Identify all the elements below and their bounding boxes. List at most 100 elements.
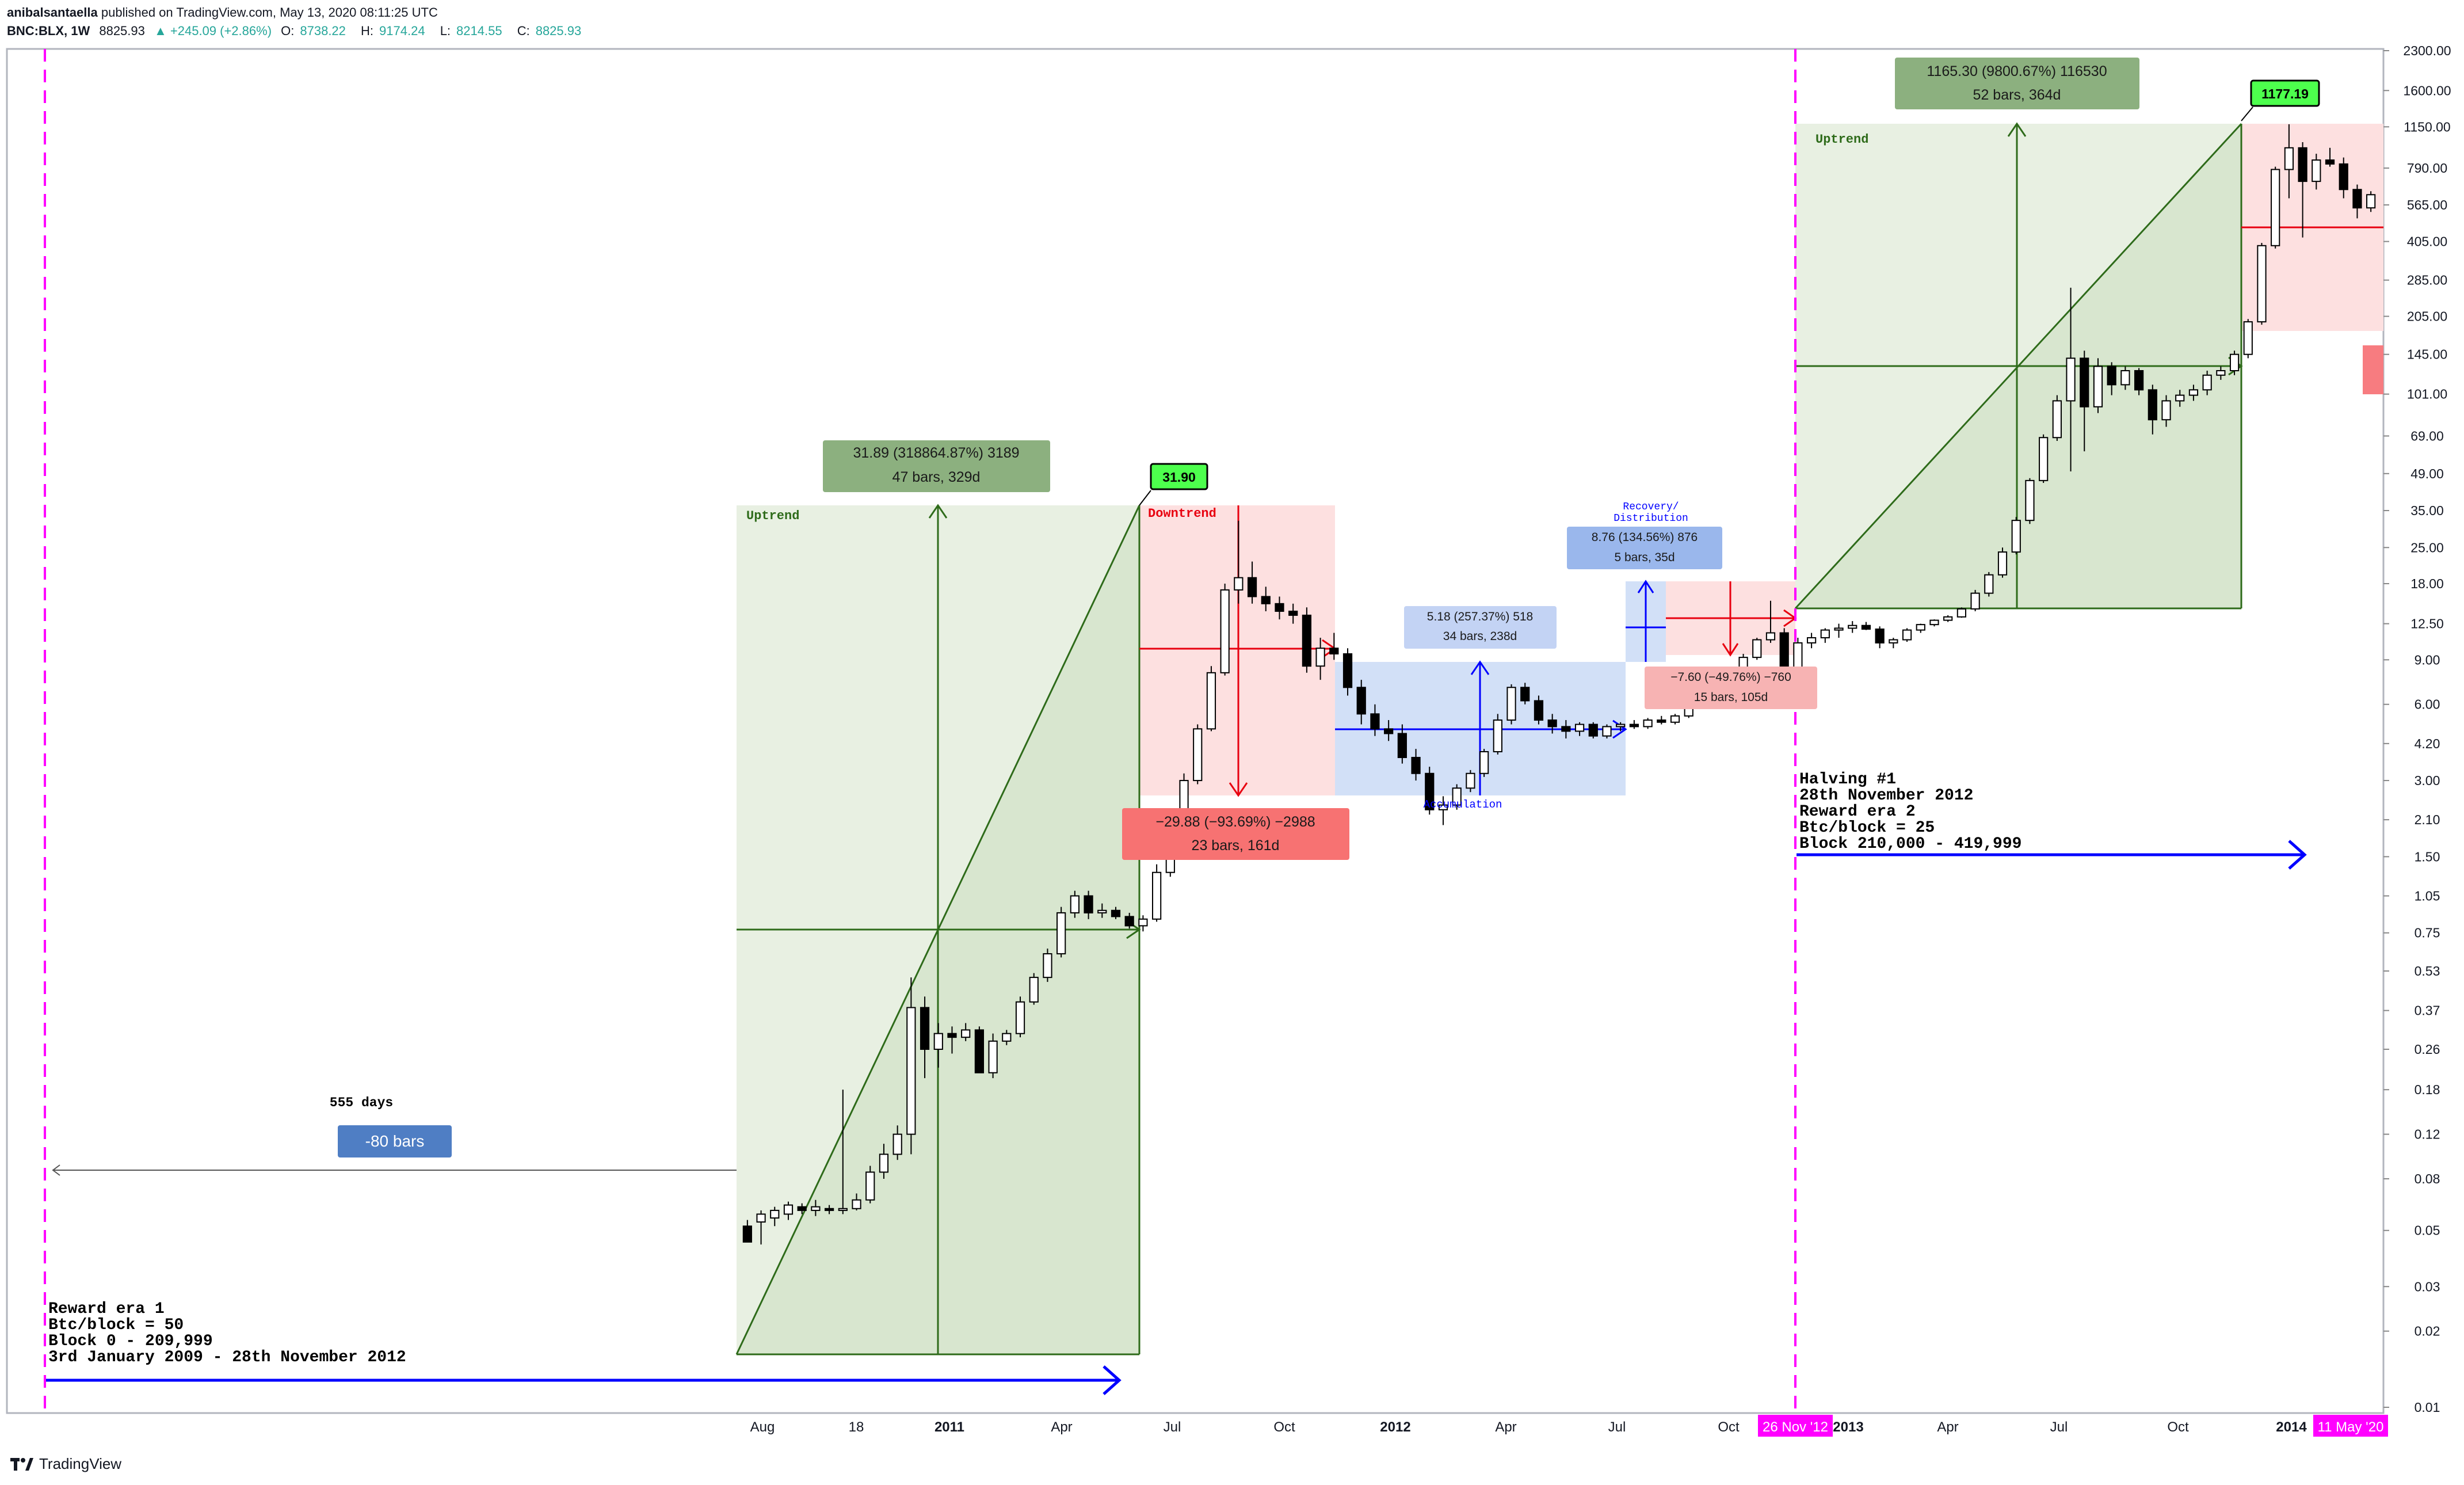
price-tick-label: 12.50 bbox=[2410, 616, 2444, 631]
candle bbox=[2025, 478, 2035, 524]
candle bbox=[1329, 633, 1339, 660]
chart-header: anibalsantaella published on TradingView… bbox=[7, 3, 593, 40]
price-tick-label: 0.12 bbox=[2415, 1127, 2440, 1142]
candle bbox=[797, 1203, 807, 1214]
time-tick-label: 11 May '20 bbox=[2318, 1419, 2384, 1435]
time-tick-label: 18 bbox=[849, 1419, 864, 1435]
candle bbox=[947, 1026, 957, 1054]
candle bbox=[1138, 915, 1148, 932]
price-change: ▲ +245.09 (+2.86%) bbox=[154, 24, 272, 38]
recovery-stats-line2: 5 bars, 35d bbox=[1614, 551, 1675, 564]
candle bbox=[2339, 157, 2348, 199]
candle bbox=[2148, 384, 2157, 435]
candle bbox=[1493, 714, 1502, 755]
low-value: L: 8214.55 bbox=[440, 24, 502, 38]
candle bbox=[2039, 434, 2049, 483]
candle bbox=[1015, 996, 1025, 1038]
candle bbox=[1956, 607, 1967, 618]
tradingview-logo-icon bbox=[10, 1457, 33, 1471]
time-tick-label: 2012 bbox=[1380, 1419, 1410, 1435]
price-tick-label: 4.20 bbox=[2415, 736, 2440, 751]
time-tick-label: Jul bbox=[1164, 1419, 1181, 1435]
candle bbox=[1902, 628, 1912, 642]
footer-brand[interactable]: TradingView bbox=[10, 1455, 121, 1473]
peak2-pointer bbox=[2241, 106, 2253, 121]
candle bbox=[824, 1205, 834, 1214]
candle bbox=[1970, 589, 1980, 611]
candle bbox=[988, 1033, 998, 1079]
candle bbox=[1411, 749, 1421, 781]
time-marker-badge bbox=[1758, 1415, 1833, 1437]
candle bbox=[1452, 784, 1462, 810]
recovery-arrowhead bbox=[1637, 580, 1654, 593]
era2-arrowhead bbox=[2288, 840, 2307, 870]
peak1-badge bbox=[1150, 463, 1208, 490]
downtrend-stats-line2: 23 bars, 161d bbox=[1192, 837, 1280, 854]
candle bbox=[1861, 622, 1871, 630]
time-axis[interactable]: Aug 18 2011 Apr Jul Oct 2012 Apr Jul Oct 26 Nov '1… bbox=[750, 1415, 2388, 1437]
downtrend-arrowhead bbox=[1229, 782, 1248, 797]
candle bbox=[1561, 720, 1571, 738]
price-tick-label: 1600.00 bbox=[2403, 83, 2451, 98]
bars-badge bbox=[338, 1125, 452, 1157]
price-tick-label: 35.00 bbox=[2410, 503, 2444, 518]
high-value: H: 9174.24 bbox=[361, 24, 425, 38]
symbol-label[interactable]: BNC:BLX, 1W bbox=[7, 24, 90, 38]
price-tick-label: 0.37 bbox=[2415, 1003, 2440, 1018]
candle bbox=[920, 996, 930, 1079]
candle bbox=[2188, 384, 2199, 401]
era2-line1: Halving #1 bbox=[1799, 771, 1896, 789]
candle bbox=[2229, 351, 2240, 375]
author-name[interactable]: anibalsantaella bbox=[7, 5, 98, 20]
price-tick-label: 205.00 bbox=[2407, 309, 2447, 324]
price-tick-label: 6.00 bbox=[2415, 697, 2440, 712]
candle bbox=[1629, 720, 1639, 729]
price-tick-label: 0.75 bbox=[2415, 926, 2440, 940]
peak2-badge bbox=[2250, 79, 2320, 107]
uptrend1-stats-line1: 31.89 (318864.87%) 3189 bbox=[853, 445, 1019, 461]
uptrend2-label: Uptrend bbox=[1815, 132, 1868, 147]
candle bbox=[892, 1125, 902, 1160]
candle bbox=[2202, 371, 2212, 395]
accum-stats-box bbox=[1404, 606, 1557, 649]
candle bbox=[838, 1090, 848, 1214]
candle bbox=[1234, 520, 1244, 604]
price-tick-label: 0.08 bbox=[2415, 1171, 2440, 1186]
bars-badge-text: -80 bars bbox=[365, 1132, 425, 1150]
price-tick-label: 101.00 bbox=[2407, 387, 2447, 402]
time-tick-label: Apr bbox=[1495, 1419, 1516, 1435]
downtrend-stats-line1: −29.88 (−93.69%) −2988 bbox=[1155, 814, 1315, 830]
downtrend-label: Downtrend bbox=[1148, 507, 1216, 521]
accum-stats-line2: 34 bars, 238d bbox=[1443, 630, 1517, 643]
close-value: C: 8825.93 bbox=[517, 24, 582, 38]
recovery-stats-box bbox=[1567, 527, 1722, 569]
candle bbox=[1520, 683, 1530, 705]
era2-line2: 28th November 2012 bbox=[1799, 787, 1973, 805]
candle bbox=[1875, 626, 1885, 649]
price-tick-label: 0.53 bbox=[2415, 964, 2440, 978]
time-tick-label: Apr bbox=[1051, 1419, 1072, 1435]
price-tick-label: 1.50 bbox=[2415, 849, 2440, 864]
candle bbox=[1315, 638, 1325, 680]
price-tick-label: 2300.00 bbox=[2403, 43, 2451, 58]
candle bbox=[1765, 600, 1776, 643]
era1-line2: Btc/block = 50 bbox=[48, 1316, 184, 1334]
uptrend1-stats-box bbox=[823, 440, 1050, 492]
footer-brand-text: TradingView bbox=[39, 1455, 122, 1472]
candle bbox=[2366, 191, 2376, 212]
price-tick-label: 49.00 bbox=[2410, 466, 2444, 481]
candle bbox=[1124, 912, 1134, 929]
uptrend1-stats-line2: 47 bars, 329d bbox=[892, 469, 981, 485]
candle bbox=[2080, 351, 2089, 452]
price-axis[interactable]: 2300.00 1600.00 1150.00 790.00 565.00 405.00 2… bbox=[2383, 43, 2451, 1415]
candle bbox=[2134, 368, 2144, 395]
candle bbox=[1506, 684, 1516, 725]
accum-stats-line1: 5.18 (257.37%) 518 bbox=[1427, 610, 1533, 623]
price-tick-label: 405.00 bbox=[2407, 234, 2447, 249]
price-tick-label: 3.00 bbox=[2415, 773, 2440, 788]
peak1-text: 31.90 bbox=[1162, 470, 1196, 485]
candle bbox=[1193, 724, 1203, 785]
candle bbox=[2011, 517, 2021, 555]
price-tick-label: 0.02 bbox=[2415, 1324, 2440, 1339]
